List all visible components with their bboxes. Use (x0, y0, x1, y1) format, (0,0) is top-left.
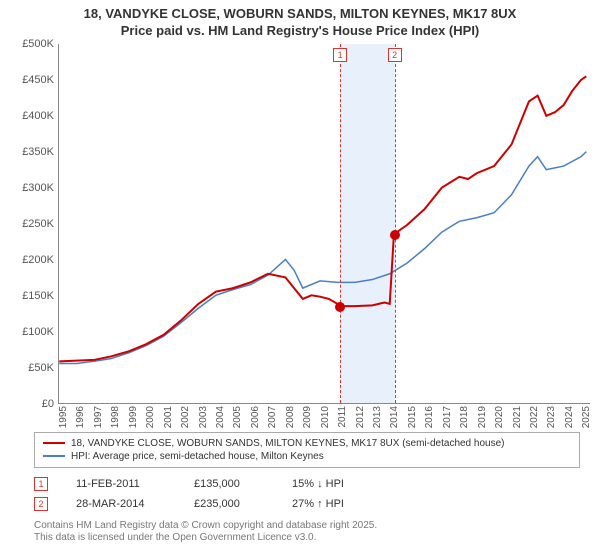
x-tick-label: 1997 (93, 406, 104, 428)
x-tick-label: 1999 (128, 406, 139, 428)
x-tick-label: 1995 (58, 406, 69, 428)
event-marker-box: 1 (333, 48, 347, 62)
x-tick-label: 2010 (320, 406, 331, 428)
y-tick-label: £250K (22, 218, 54, 230)
y-tick-label: £500K (22, 38, 54, 50)
legend: 18, VANDYKE CLOSE, WOBURN SANDS, MILTON … (34, 432, 580, 468)
y-tick-label: £200K (22, 254, 54, 266)
legend-label-hpi: HPI: Average price, semi-detached house,… (71, 451, 324, 462)
x-tick-label: 2020 (494, 406, 505, 428)
legend-row: 18, VANDYKE CLOSE, WOBURN SANDS, MILTON … (43, 437, 571, 450)
x-tick-label: 2025 (581, 406, 592, 428)
x-tick-label: 2019 (477, 406, 488, 428)
x-tick-label: 2024 (564, 406, 575, 428)
series-line (59, 151, 586, 363)
x-tick-label: 2005 (232, 406, 243, 428)
x-tick-label: 2003 (198, 406, 209, 428)
y-tick-label: £50K (28, 362, 54, 374)
x-tick-label: 1998 (110, 406, 121, 428)
title-line-2: Price paid vs. HM Land Registry's House … (10, 23, 590, 40)
x-tick-label: 2011 (337, 406, 348, 428)
legend-row: HPI: Average price, semi-detached house,… (43, 450, 571, 463)
footer-line-1: Contains HM Land Registry data © Crown c… (34, 520, 580, 533)
event-row: 1 11-FEB-2011 £135,000 15% ↓ HPI (34, 474, 580, 494)
x-tick-label: 2014 (389, 406, 400, 428)
x-tick-label: 2000 (145, 406, 156, 428)
y-tick-label: £0 (42, 398, 54, 410)
event-vline (395, 44, 396, 403)
event-row: 2 28-MAR-2014 £235,000 27% ↑ HPI (34, 494, 580, 514)
event-vline (340, 44, 341, 403)
plot-outer: £0 £50K £100K £150K £200K £250K £300K £350K £400… (14, 44, 590, 424)
x-tick-label: 2009 (302, 406, 313, 428)
event-price: £135,000 (194, 478, 264, 490)
x-tick-label: 2007 (267, 406, 278, 428)
x-tick-label: 2017 (442, 406, 453, 428)
footer-note: Contains HM Land Registry data © Crown c… (34, 520, 580, 545)
footer-line-2: This data is licensed under the Open Gov… (34, 532, 580, 545)
x-tick-label: 2004 (215, 406, 226, 428)
x-tick-label: 2018 (459, 406, 470, 428)
x-axis: 1995199619971998199920002001200220032004… (58, 404, 590, 424)
legend-label-property: 18, VANDYKE CLOSE, WOBURN SANDS, MILTON … (71, 438, 504, 449)
event-date: 28-MAR-2014 (76, 498, 166, 510)
x-tick-label: 2022 (529, 406, 540, 428)
event-marker: 1 (34, 477, 48, 491)
x-tick-label: 2006 (250, 406, 261, 428)
x-tick-label: 2013 (372, 406, 383, 428)
title-line-1: 18, VANDYKE CLOSE, WOBURN SANDS, MILTON … (10, 6, 590, 23)
x-tick-label: 2016 (424, 406, 435, 428)
y-tick-label: £300K (22, 182, 54, 194)
events-table: 1 11-FEB-2011 £135,000 15% ↓ HPI 2 28-MAR-201… (34, 474, 580, 514)
x-tick-label: 2002 (180, 406, 191, 428)
event-price: £235,000 (194, 498, 264, 510)
x-tick-label: 2021 (512, 406, 523, 428)
y-tick-label: £400K (22, 110, 54, 122)
y-axis: £0£50K£100K£150K£200K£250K£300K£350K£400… (14, 44, 58, 404)
series-line (59, 76, 586, 361)
chart-title: 18, VANDYKE CLOSE, WOBURN SANDS, MILTON … (10, 6, 590, 40)
event-marker: 2 (34, 497, 48, 511)
y-tick-label: £450K (22, 74, 54, 86)
x-tick-label: 2001 (163, 406, 174, 428)
event-marker-box: 2 (388, 48, 402, 62)
chart-container: 18, VANDYKE CLOSE, WOBURN SANDS, MILTON … (0, 0, 600, 560)
x-tick-label: 2023 (546, 406, 557, 428)
plot-area: 12 (58, 44, 590, 404)
x-tick-label: 1996 (75, 406, 86, 428)
x-tick-label: 2012 (355, 406, 366, 428)
legend-swatch-property (43, 442, 65, 444)
y-tick-label: £100K (22, 326, 54, 338)
sale-point (390, 230, 400, 240)
event-date: 11-FEB-2011 (76, 478, 166, 490)
x-tick-label: 2015 (407, 406, 418, 428)
x-tick-label: 2008 (285, 406, 296, 428)
event-hpi: 15% ↓ HPI (292, 478, 392, 490)
legend-swatch-hpi (43, 455, 65, 457)
y-tick-label: £350K (22, 146, 54, 158)
sale-point (335, 302, 345, 312)
event-hpi: 27% ↑ HPI (292, 498, 392, 510)
line-svg (59, 44, 590, 403)
y-tick-label: £150K (22, 290, 54, 302)
